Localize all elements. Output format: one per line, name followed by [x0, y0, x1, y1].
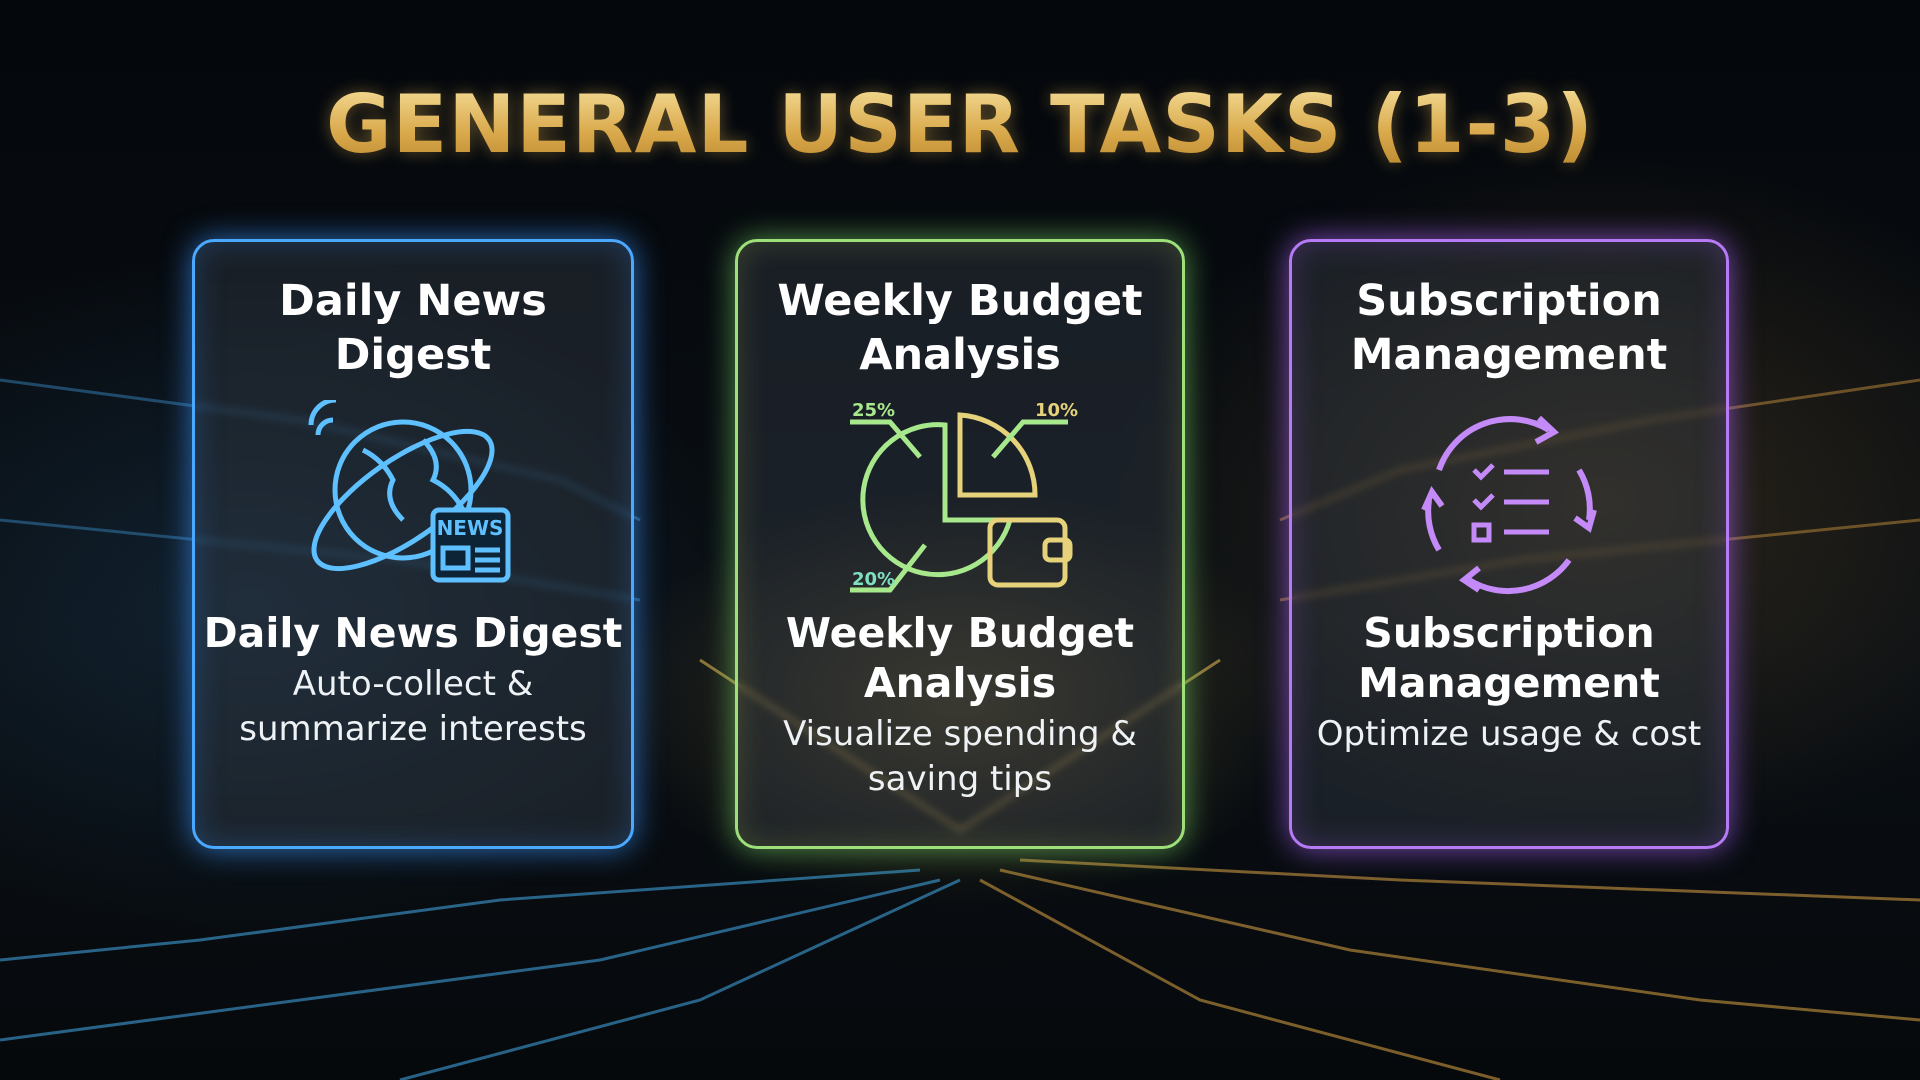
card-subtitle: Daily News Digest	[203, 609, 623, 657]
card-description: Optimize usage & cost	[1316, 714, 1702, 754]
card-weekly-budget-analysis: Weekly Budget Analysis 25% 10% 20% Weekl…	[735, 239, 1185, 849]
card-subtitle: Weekly Budget Analysis	[785, 609, 1135, 707]
card-title: Daily News Digest	[279, 276, 547, 380]
card-subscription-management: Subscription Management Subscription Man…	[1289, 239, 1729, 849]
page-title: GENERAL USER TASKS (1-3)	[0, 78, 1920, 171]
cycle-checklist-icon	[1421, 415, 1597, 595]
pie-label-25: 25%	[852, 400, 895, 421]
card-subtitle: Subscription Management	[1358, 609, 1660, 707]
card-title: Subscription Management	[1350, 276, 1668, 380]
card-description: Visualize spending & saving tips	[783, 714, 1137, 799]
pie-label-10: 10%	[1035, 400, 1078, 421]
globe-news-icon: NEWS	[308, 400, 511, 583]
pie-label-20: 20%	[852, 569, 895, 590]
pie-chart-wallet-icon: 25% 10% 20%	[850, 400, 1078, 593]
card-title: Weekly Budget Analysis	[777, 276, 1143, 380]
card-description: Auto-collect & summarize interests	[239, 664, 587, 749]
news-label: NEWS	[437, 516, 504, 540]
card-daily-news-digest: Daily News Digest NEWS Daily News Digest…	[192, 239, 634, 849]
